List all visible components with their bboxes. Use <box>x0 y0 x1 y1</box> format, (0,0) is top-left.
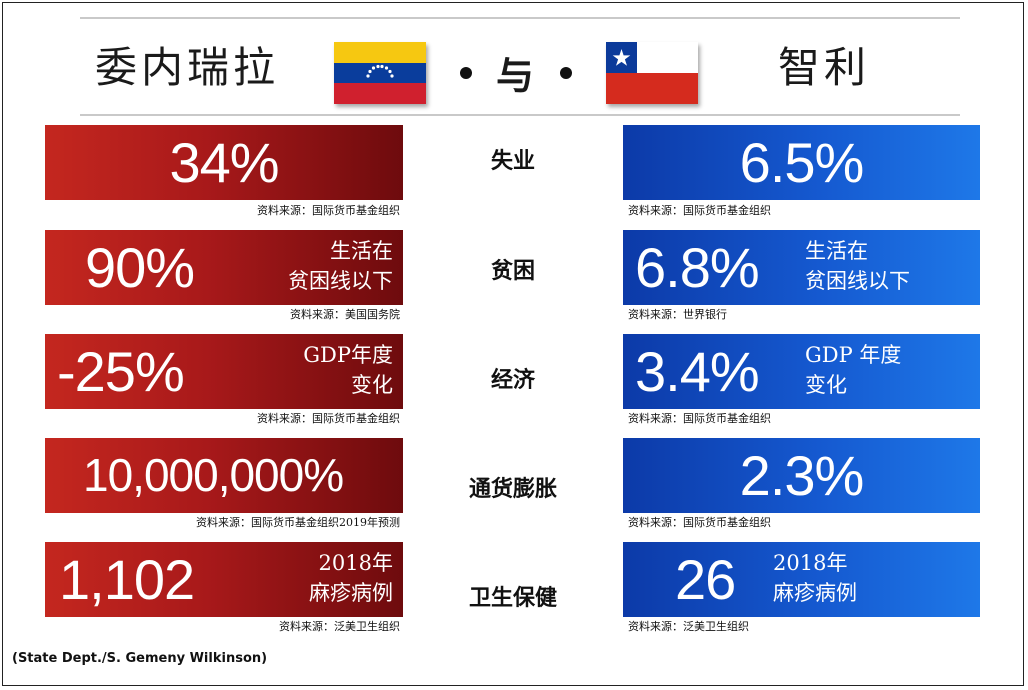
chile-inflation-panel: 2.3% <box>623 438 980 513</box>
header-divider <box>80 114 960 116</box>
category-healthcare: 卫生保健 <box>468 585 557 611</box>
chile-economy-source: 资料来源：国际货币基金组织 <box>628 412 771 425</box>
venezuela-poverty-desc-line1: 生活在 <box>330 239 393 263</box>
chile-inflation-value: 2.3% <box>739 444 865 507</box>
chile-inflation-source: 资料来源：国际货币基金组织 <box>628 516 771 529</box>
venezuela-inflation-source: 资料来源：国际货币基金组织2019年预测 <box>196 516 400 529</box>
venezuela-inflation-panel: 10,000,000% <box>45 438 403 513</box>
venezuela-unemployment-panel: 34% <box>45 125 403 200</box>
venezuela-poverty-source: 资料来源：美国国务院 <box>290 308 400 321</box>
chile-economy-value: 3.4% <box>635 340 760 403</box>
venezuela-economy-desc-line1: GDP年度 <box>303 343 393 367</box>
chile-economy-desc-line2: 变化 <box>805 373 847 397</box>
chile-economy-desc: GDP 年度 变化 <box>805 340 901 400</box>
image-credit: (State Dept./S. Gemeny Wilkinson) <box>12 651 268 666</box>
top-divider <box>80 17 960 19</box>
chile-poverty-value: 6.8% <box>635 236 760 299</box>
chile-healthcare-desc-line1: 2018年 <box>773 551 848 575</box>
venezuela-healthcare-desc-line1: 2018年 <box>318 551 393 575</box>
chile-healthcare-source: 资料来源：泛美卫生组织 <box>628 620 749 633</box>
chile-unemployment-source: 资料来源：国际货币基金组织 <box>628 204 771 217</box>
chile-title: 智利 <box>778 43 871 92</box>
venezuela-unemployment-source: 资料来源：国际货币基金组织 <box>257 204 400 217</box>
venezuela-economy-value: -25% <box>57 340 185 403</box>
chile-healthcare-desc-line2: 麻疹病例 <box>773 581 857 605</box>
chile-poverty-desc-line2: 贫困线以下 <box>805 269 910 293</box>
chile-unemployment-panel: 6.5% <box>623 125 980 200</box>
venezuela-poverty-value: 90% <box>85 236 195 299</box>
conjunction-text: 与 <box>495 53 534 98</box>
venezuela-inflation-value: 10,000,000% <box>83 449 344 501</box>
separator-dot-left <box>460 67 472 79</box>
venezuela-healthcare-desc-line2: 麻疹病例 <box>309 581 393 605</box>
separator-dot-right <box>560 67 572 79</box>
venezuela-title: 委内瑞拉 <box>95 43 280 92</box>
venezuela-economy-desc-line2: 变化 <box>351 373 393 397</box>
category-poverty: 贫困 <box>490 258 535 284</box>
venezuela-healthcare-desc: 2018年 麻疹病例 <box>309 548 393 608</box>
chile-poverty-desc-line1: 生活在 <box>805 239 868 263</box>
chile-healthcare-desc: 2018年 麻疹病例 <box>773 548 857 608</box>
chile-healthcare-panel: 26 2018年 麻疹病例 <box>623 542 980 617</box>
category-inflation: 通货膨胀 <box>468 476 557 502</box>
chile-poverty-desc: 生活在 贫困线以下 <box>805 236 910 296</box>
chile-economy-desc-line1: GDP 年度 <box>805 343 902 367</box>
venezuela-flag-icon <box>334 42 426 104</box>
chile-flag-icon <box>606 42 698 104</box>
venezuela-economy-desc: GDP年度 变化 <box>303 340 393 400</box>
chile-poverty-panel: 6.8% 生活在 贫困线以下 <box>623 230 980 305</box>
category-unemployment: 失业 <box>490 148 535 174</box>
venezuela-poverty-desc: 生活在 贫困线以下 <box>288 236 393 296</box>
venezuela-poverty-desc-line2: 贫困线以下 <box>288 269 393 293</box>
venezuela-unemployment-value: 34% <box>169 131 279 194</box>
chile-economy-panel: 3.4% GDP 年度 变化 <box>623 334 980 409</box>
chile-poverty-source: 资料来源：世界银行 <box>628 308 727 321</box>
venezuela-economy-panel: -25% GDP年度 变化 <box>45 334 403 409</box>
category-economy: 经济 <box>490 367 535 393</box>
venezuela-healthcare-panel: 1,102 2018年 麻疹病例 <box>45 542 403 617</box>
chile-healthcare-value: 26 <box>675 548 736 611</box>
venezuela-healthcare-source: 资料来源：泛美卫生组织 <box>279 620 400 633</box>
chile-unemployment-value: 6.5% <box>739 131 865 194</box>
venezuela-poverty-panel: 90% 生活在 贫困线以下 <box>45 230 403 305</box>
venezuela-healthcare-value: 1,102 <box>59 548 195 611</box>
venezuela-economy-source: 资料来源：国际货币基金组织 <box>257 412 400 425</box>
